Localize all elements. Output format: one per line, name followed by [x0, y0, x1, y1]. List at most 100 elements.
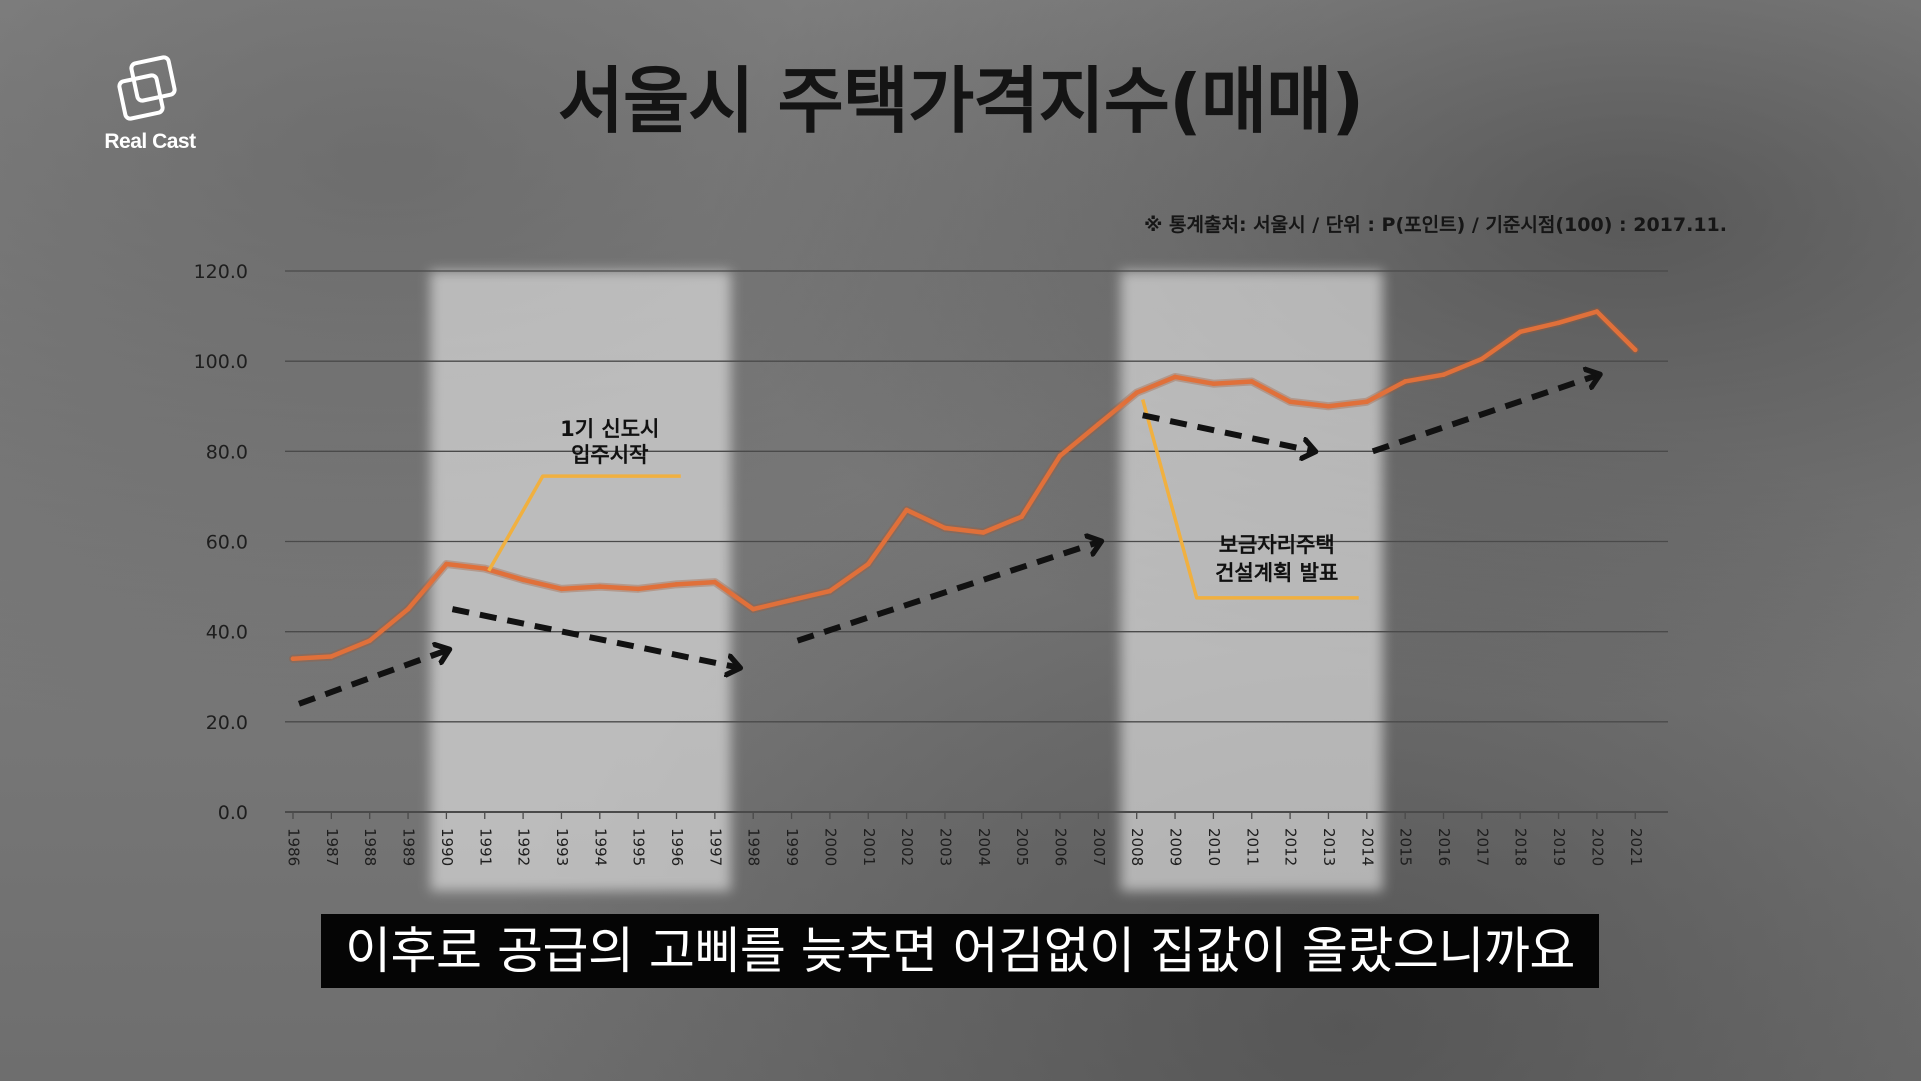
annotation-label-1: 1기 신도시 입주시작 — [560, 417, 659, 467]
annotation-leader-2 — [1141, 399, 1359, 600]
x-tick-label: 1989 — [400, 828, 418, 866]
x-tick-label: 2018 — [1512, 828, 1530, 866]
y-tick-label: 100.0 — [194, 351, 248, 373]
x-tick-label: 2008 — [1128, 828, 1146, 866]
x-tick-label: 2009 — [1167, 828, 1185, 866]
data-point — [865, 561, 871, 567]
data-point — [1517, 329, 1523, 335]
x-tick-label: 1988 — [361, 828, 379, 866]
x-tick-label: 1995 — [630, 828, 648, 866]
x-tick-label: 2003 — [936, 828, 954, 866]
data-point — [597, 584, 603, 589]
data-point — [1211, 381, 1216, 387]
x-tick-label: 1996 — [668, 828, 686, 866]
data-point — [405, 606, 411, 612]
series-line — [290, 309, 1638, 661]
y-tick-label: 120.0 — [194, 261, 248, 283]
x-tick-label: 2013 — [1320, 828, 1338, 866]
trend-arrow-down — [451, 606, 739, 668]
data-point — [904, 507, 909, 513]
data-point — [290, 656, 296, 662]
data-point — [1402, 379, 1408, 384]
data-point — [1441, 372, 1446, 377]
data-point — [444, 561, 449, 567]
y-tick-label: 60.0 — [206, 532, 248, 554]
annotation-leader-1 — [487, 474, 681, 572]
data-point — [1134, 390, 1139, 396]
x-tick-label: 2000 — [821, 828, 839, 866]
logo-text: Real Cast — [104, 130, 196, 153]
data-point — [1632, 347, 1638, 353]
x-tick-label: 2005 — [1013, 828, 1031, 866]
data-point — [1364, 399, 1370, 405]
data-point — [329, 654, 334, 659]
source-note: ※ 통계출처: 서울시 / 단위 : P(포인트) / 기준시점(100) : … — [1143, 214, 1727, 236]
x-tick-label: 2004 — [975, 828, 993, 866]
x-tick-label: 2010 — [1205, 828, 1223, 866]
highlight-period — [1120, 271, 1383, 891]
x-tick-label: 2016 — [1435, 828, 1453, 866]
x-tick-label: 2019 — [1550, 828, 1568, 866]
x-tick-label: 2020 — [1588, 828, 1606, 866]
annotation-line: 건설계획 발표 — [1215, 561, 1338, 585]
data-point — [789, 597, 794, 603]
chart-title: 서울시 주택가격지수(매매) — [557, 59, 1365, 143]
data-point — [674, 582, 679, 587]
data-point — [1249, 379, 1255, 384]
x-tick-label: 1999 — [783, 828, 801, 866]
x-tick-label: 1998 — [745, 828, 763, 866]
y-tick-label: 80.0 — [206, 441, 248, 463]
trend-arrow-up — [1371, 375, 1599, 455]
data-point — [1172, 374, 1178, 380]
data-point — [1019, 514, 1024, 520]
highlight-period — [430, 271, 731, 891]
x-tick-label: 1987 — [323, 828, 341, 866]
x-tick-label: 1994 — [591, 828, 609, 866]
y-tick-label: 0.0 — [218, 802, 248, 824]
x-tick-label: 2014 — [1358, 828, 1376, 866]
x-tick-label: 1992 — [515, 828, 533, 866]
trend-arrow-down — [1142, 412, 1315, 451]
data-point — [1287, 399, 1293, 405]
data-point — [942, 525, 948, 531]
x-tick-label: 1993 — [553, 828, 571, 866]
annotation-line: 입주시작 — [571, 443, 648, 467]
x-tick-label: 2007 — [1090, 828, 1108, 866]
data-point — [827, 588, 833, 594]
data-point — [1326, 403, 1331, 409]
data-point — [559, 586, 564, 592]
annotation-line: 1기 신도시 — [560, 417, 659, 441]
trend-arrow-up — [796, 542, 1101, 644]
x-tick-label: 1991 — [476, 828, 494, 866]
x-tick-label: 2015 — [1397, 828, 1415, 866]
caption-subtitle: 이후로 공급의 고삐를 늦추면 어김없이 집값이 올랐으니까요 — [321, 914, 1599, 988]
data-point — [981, 530, 986, 535]
data-point — [1594, 309, 1600, 314]
x-tick-label: 2021 — [1627, 828, 1645, 866]
x-tick-label: 2006 — [1052, 828, 1070, 866]
x-tick-label: 2001 — [860, 828, 878, 866]
annotation-line: 보금자리주택 — [1219, 533, 1335, 557]
data-point — [1057, 453, 1063, 459]
data-point — [1556, 320, 1561, 326]
x-tick-label: 1997 — [706, 828, 724, 866]
data-point — [1096, 421, 1101, 427]
x-tick-label: 1986 — [285, 828, 303, 866]
data-point — [750, 606, 756, 612]
y-tick-label: 40.0 — [206, 622, 248, 644]
x-tick-label: 2017 — [1473, 828, 1491, 866]
data-point — [635, 586, 641, 592]
data-point — [1479, 356, 1485, 362]
data-point — [367, 638, 373, 643]
data-point — [520, 577, 526, 583]
overlapping-squares-logo-icon — [117, 55, 177, 121]
x-tick-label: 1990 — [438, 828, 456, 866]
y-tick-label: 20.0 — [206, 712, 248, 734]
x-tick-label: 2012 — [1282, 828, 1300, 866]
data-point — [482, 566, 488, 571]
realcast-logo: Real Cast — [95, 50, 205, 154]
data-point — [712, 579, 718, 585]
x-tick-label: 2011 — [1243, 828, 1261, 866]
